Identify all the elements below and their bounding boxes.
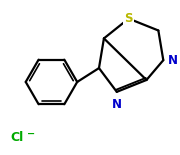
Text: S: S [124,12,133,25]
Text: Cl: Cl [10,131,23,144]
Text: N: N [168,54,178,67]
Text: −: − [27,128,35,138]
Text: N: N [112,98,122,111]
